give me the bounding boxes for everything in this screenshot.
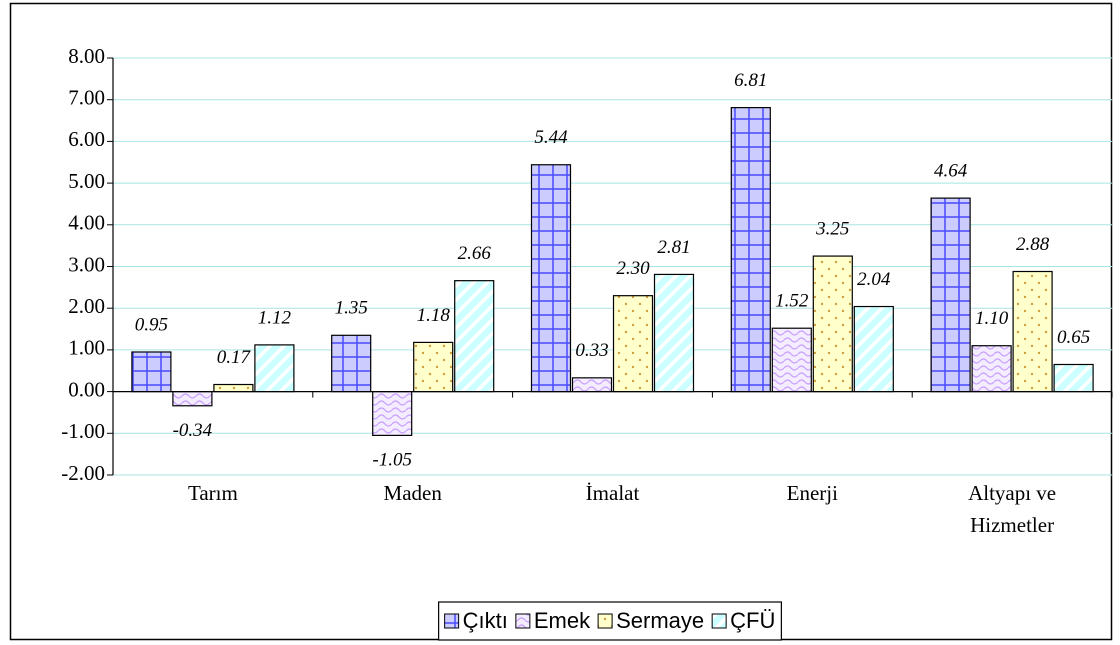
- bar: [372, 391, 413, 436]
- bar: [454, 280, 495, 393]
- legend-swatch: [444, 613, 460, 629]
- data-label: 1.12: [258, 307, 292, 328]
- legend-swatch: [515, 613, 531, 629]
- data-label: 0.17: [217, 347, 252, 368]
- data-label: 0.95: [135, 314, 168, 335]
- y-tick-label: 8.00: [68, 44, 105, 68]
- legend-label: Çıktı: [463, 608, 508, 633]
- legend-label: ÇFÜ: [730, 608, 775, 633]
- y-tick-label: 7.00: [68, 86, 105, 110]
- y-tick-label: -2.00: [61, 461, 105, 485]
- y-tick-label: 1.00: [68, 336, 105, 360]
- y-tick-label: 6.00: [68, 127, 105, 151]
- bar: [1053, 363, 1094, 393]
- data-label: 0.65: [1057, 327, 1090, 348]
- legend-swatch: [597, 613, 613, 629]
- y-tick-label: 5.00: [68, 169, 105, 193]
- bar: [612, 295, 654, 393]
- x-tick-label: Altyapı ve Hizmetler: [968, 481, 1057, 537]
- data-label: 4.64: [934, 160, 968, 181]
- data-label: 1.52: [775, 291, 809, 312]
- bar: [853, 305, 894, 393]
- y-tick-label: 0.00: [68, 377, 105, 401]
- y-tick-label: 2.00: [68, 294, 105, 318]
- bar: [730, 107, 771, 393]
- bar: [1012, 270, 1053, 393]
- bar: [771, 327, 812, 393]
- data-label: -0.34: [173, 420, 213, 441]
- legend-label: Emek: [534, 608, 591, 633]
- bar: [213, 383, 254, 393]
- data-label: 0.33: [575, 340, 608, 361]
- bar: [930, 197, 971, 393]
- y-tick-label: 4.00: [68, 211, 105, 235]
- x-tick-label: İmalat: [585, 481, 640, 505]
- data-label: 5.44: [534, 127, 568, 148]
- bar: [172, 391, 213, 407]
- data-label: 2.66: [458, 243, 492, 264]
- x-tick-label: Maden: [383, 481, 442, 505]
- bar: [331, 334, 372, 393]
- data-label: 6.81: [734, 70, 767, 91]
- x-tick-label: Tarım: [187, 481, 238, 505]
- legend-swatch: [711, 613, 727, 629]
- data-label: 2.30: [616, 258, 650, 279]
- bar: [530, 164, 572, 393]
- data-label: 1.35: [335, 298, 368, 319]
- bar: [131, 351, 172, 393]
- data-label: 2.04: [857, 269, 891, 290]
- data-label: 2.88: [1016, 234, 1050, 255]
- bar: [812, 255, 853, 393]
- data-label: 1.18: [417, 305, 451, 326]
- bar: [971, 345, 1012, 393]
- data-label: 3.25: [815, 218, 849, 239]
- bar: [571, 377, 613, 393]
- data-label: -1.05: [372, 450, 412, 471]
- bar: [653, 273, 695, 393]
- data-label: 2.81: [657, 237, 690, 258]
- legend-label: Sermaye: [616, 608, 704, 633]
- bar: [413, 341, 454, 393]
- y-tick-label: 3.00: [68, 252, 105, 276]
- bar: [254, 344, 295, 393]
- x-tick-label: Enerji: [786, 481, 838, 505]
- y-tick-label: -1.00: [61, 419, 105, 443]
- data-label: 1.10: [975, 308, 1009, 329]
